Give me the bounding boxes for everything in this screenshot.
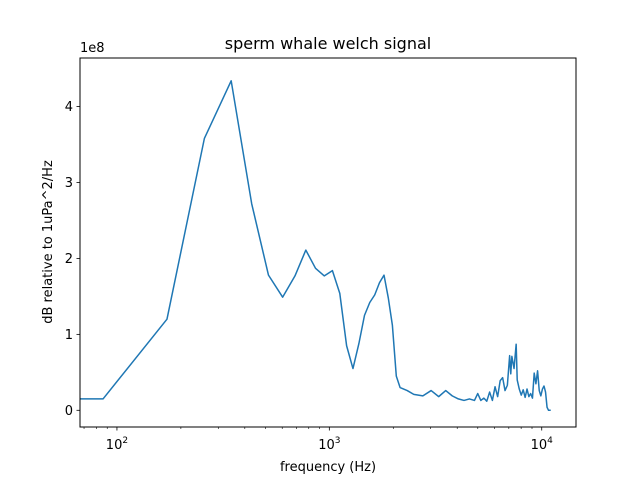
data-layer <box>80 80 551 412</box>
y-axis-label: dB relative to 1uPa^2/Hz <box>41 160 56 324</box>
y-tick-label: 2 <box>65 252 73 267</box>
axes-frame <box>79 57 577 428</box>
x-axis-label: frequency (Hz) <box>280 460 376 475</box>
y-offset-multiplier: 1e8 <box>80 41 105 56</box>
y-tick-label: 1 <box>65 328 73 343</box>
series-line-0 <box>80 80 551 412</box>
y-tick-label: 4 <box>65 100 73 115</box>
y-tick-label: 0 <box>65 404 73 419</box>
x-ticks: 102 103 104 <box>83 427 553 453</box>
chart-title: sperm whale welch signal <box>225 34 431 53</box>
y-ticks: 0 1 2 3 4 <box>65 100 80 419</box>
y-tick-label: 3 <box>65 176 73 191</box>
